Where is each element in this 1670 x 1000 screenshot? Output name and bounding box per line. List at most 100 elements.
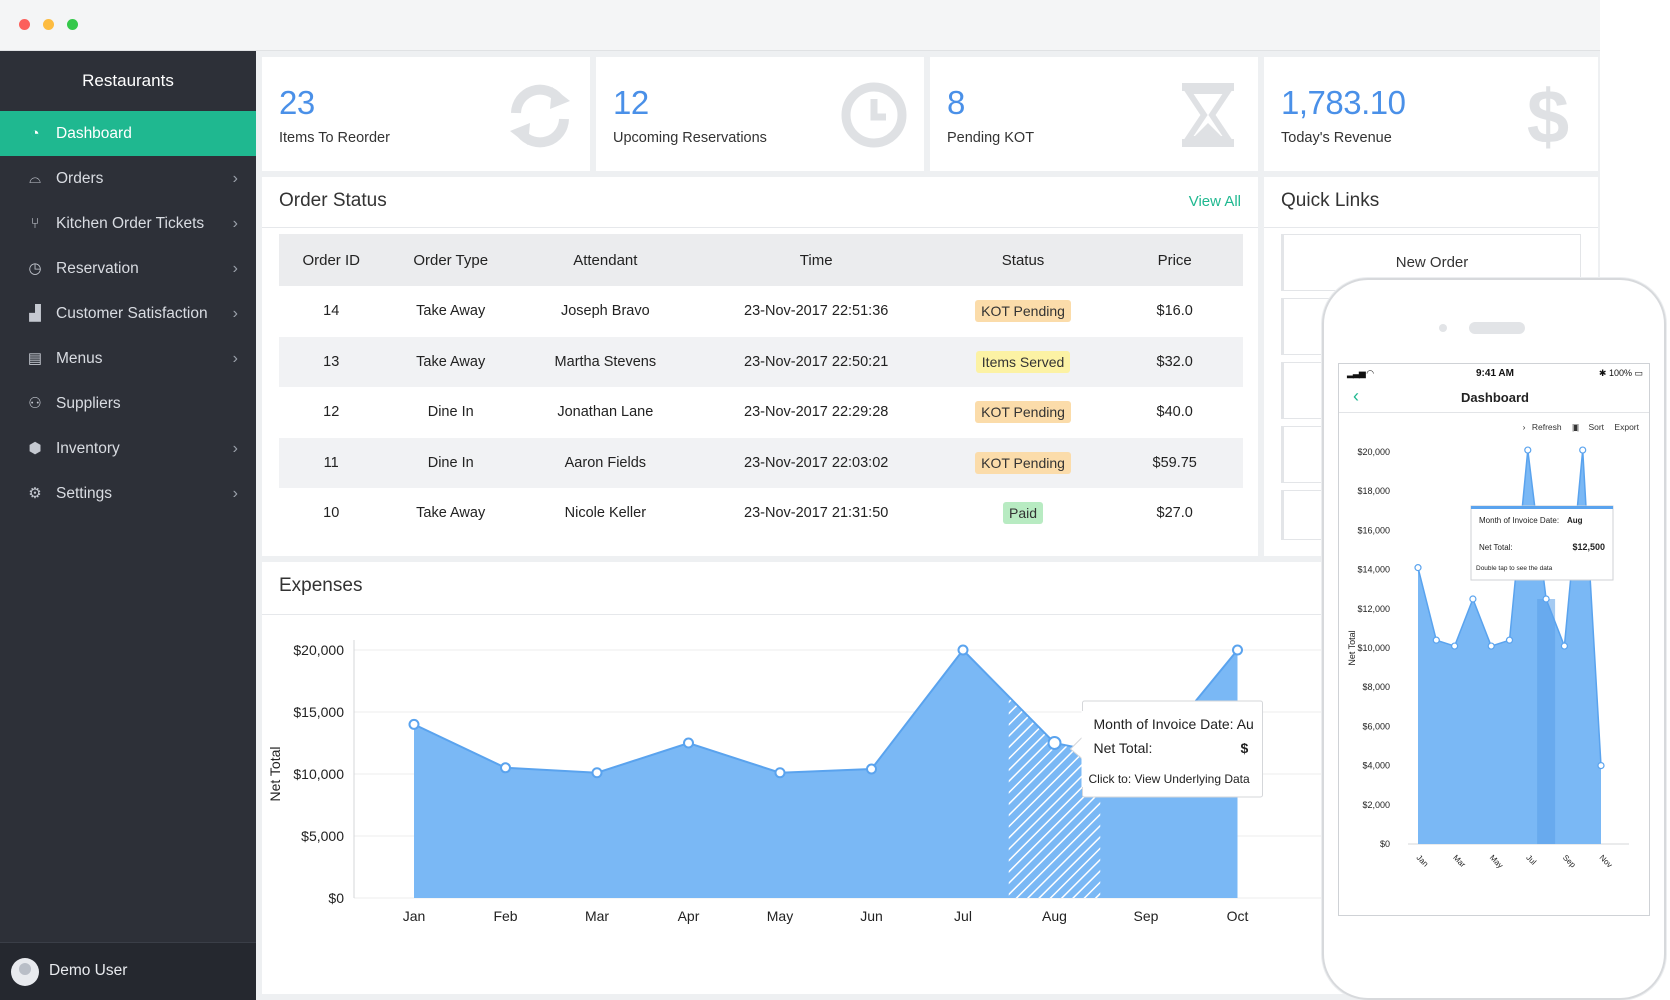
cell-status: Paid [939, 488, 1107, 539]
phone-camera [1439, 324, 1447, 332]
cell-id: 10 [279, 488, 384, 539]
people-icon: ⚇ [28, 395, 42, 412]
refresh-button[interactable]: Refresh [1531, 422, 1562, 432]
cell-time: 23-Nov-2017 22:03:02 [692, 437, 940, 489]
mobile-area-chart[interactable]: $0 $2,000 $4,000 $6,000 $8,000 $10,000 $12,000… [1339, 434, 1650, 916]
refresh-icon [510, 84, 570, 148]
y-tick-label: $4,000 [1362, 761, 1390, 771]
cell-type: Take Away [383, 286, 518, 337]
bar-chart-icon[interactable]: |▮| [1571, 422, 1579, 432]
cell-id: 12 [279, 387, 384, 438]
table-row[interactable]: 12 Dine In Jonathan Lane 23-Nov-2017 22:29:… [279, 387, 1243, 438]
column-header[interactable]: Price [1106, 234, 1243, 286]
table-row[interactable]: 11 Dine In Aaron Fields 23-Nov-2017 22:03:0… [279, 437, 1243, 489]
sidebar-item-customer-satisfaction[interactable]: ▟ Customer Satisfaction › [0, 291, 256, 336]
stat-card-pending-kot[interactable]: 8 Pending KOT [930, 57, 1258, 171]
column-header[interactable]: Order ID [279, 234, 384, 286]
cutlery-icon: ⑂ [30, 215, 40, 232]
sidebar-item-kitchen-order-tickets[interactable]: ⑂ Kitchen Order Tickets › [0, 201, 256, 246]
tooltip-joint [1081, 711, 1085, 787]
table-header-row: Order ID Order Type Attendant Time Status Pri… [279, 234, 1243, 286]
highlight-band [1008, 696, 1101, 898]
divider [1264, 227, 1598, 228]
x-tick-label: Nov [1598, 853, 1614, 869]
dollar-icon: $ [1527, 79, 1569, 151]
stat-card-reorder[interactable]: 23 Items To Reorder [262, 57, 590, 171]
y-tick-label: $20,000 [1357, 447, 1390, 457]
column-header[interactable]: Status [939, 234, 1107, 286]
cell-status: Items Served [939, 336, 1107, 388]
export-button[interactable]: Export [1614, 422, 1639, 432]
y-tick-label: $10,000 [293, 766, 344, 782]
sidebar-item-menus[interactable]: ▤ Menus › [0, 336, 256, 381]
cell-status: KOT Pending [939, 286, 1107, 337]
cell-type: Dine In [383, 437, 518, 489]
data-point [866, 763, 877, 775]
stat-card-reservations[interactable]: 12 Upcoming Reservations [596, 57, 924, 171]
x-tick-label: Apr [678, 908, 700, 924]
sort-button[interactable]: Sort [1588, 422, 1605, 432]
sidebar-item-label: Menus [56, 350, 103, 367]
expenses-area-chart[interactable]: $0 $5,000 $10,000 $15,000 $20,000 Net Total Ja… [262, 622, 1598, 994]
cell-price: $40.0 [1106, 387, 1243, 438]
x-tick-label: Sep [1561, 853, 1578, 870]
status-badge: Paid [1003, 502, 1044, 525]
highlight-band [1537, 599, 1556, 844]
data-point [1469, 595, 1477, 603]
data-point [408, 718, 420, 730]
data-point [1432, 636, 1440, 644]
data-point [500, 762, 511, 774]
cell-time: 23-Nov-2017 21:31:50 [692, 488, 940, 539]
ranking-icon: ▟ [29, 305, 41, 322]
area-fill [1418, 450, 1601, 844]
sidebar-item-reservation[interactable]: ◷ Reservation › [0, 246, 256, 291]
cell-id: 14 [279, 286, 384, 337]
table-row[interactable]: 14 Take Away Joseph Bravo 23-Nov-2017 22:51… [279, 286, 1243, 337]
zoom-window-button[interactable] [67, 19, 78, 30]
data-point [683, 737, 694, 749]
back-chevron-icon[interactable]: ‹ [1353, 386, 1359, 406]
cell-time: 23-Nov-2017 22:51:36 [692, 286, 940, 337]
column-header[interactable]: Time [692, 234, 940, 286]
table-row[interactable]: 10 Take Away Nicole Keller 23-Nov-2017 21:3… [279, 488, 1243, 539]
data-point [1414, 564, 1422, 572]
menu-book-icon: ▤ [27, 350, 43, 367]
sidebar-item-inventory[interactable]: ⬢ Inventory › [0, 426, 256, 471]
column-header[interactable]: Attendant [517, 234, 693, 286]
y-tick-label: $2,000 [1362, 800, 1390, 810]
sidebar-item-label: Reservation [56, 260, 139, 277]
status-badge: KOT Pending [975, 401, 1071, 424]
cell-time: 23-Nov-2017 22:50:21 [692, 336, 940, 388]
x-tick-label: May [1488, 853, 1505, 870]
cloche-icon: ⌓ [29, 170, 41, 187]
chevron-right-icon: › [232, 305, 238, 322]
cell-status: KOT Pending [939, 387, 1107, 438]
stat-card-revenue[interactable]: 1,783.10 Today's Revenue $ [1264, 57, 1598, 171]
avatar[interactable] [11, 958, 39, 986]
phone-speaker [1469, 322, 1525, 334]
data-point [1524, 446, 1532, 454]
close-window-button[interactable] [19, 19, 30, 30]
table-body: 14 Take Away Joseph Bravo 23-Nov-2017 22:51… [279, 286, 1243, 539]
tooltip-accent-bar [1471, 506, 1613, 509]
view-all-link[interactable]: View All [1188, 193, 1241, 210]
sidebar-item-suppliers[interactable]: ⚇ Suppliers [0, 381, 256, 426]
sidebar-item-orders[interactable]: ⌓ Orders › [0, 156, 256, 201]
y-tick-label: $18,000 [1357, 486, 1390, 496]
x-tick-label: Jun [860, 908, 883, 924]
x-tick-label: Jul [1524, 853, 1538, 867]
cell-price: $16.0 [1106, 286, 1243, 337]
minimize-window-button[interactable] [43, 19, 54, 30]
sidebar-item-settings[interactable]: ⚙ Settings › [0, 471, 256, 516]
x-tick-label: May [767, 908, 793, 924]
y-tick-label: $6,000 [1362, 721, 1390, 731]
dashboard-icon: ◔ [30, 125, 40, 142]
svg-text:$: $ [1527, 79, 1569, 151]
tooltip-hint: Double tap to see the data [1476, 565, 1553, 572]
x-tick-label: Oct [1227, 908, 1249, 924]
table-row[interactable]: 13 Take Away Martha Stevens 23-Nov-2017 22:… [279, 336, 1243, 388]
sidebar-item-dashboard[interactable]: ◔ Dashboard [0, 111, 256, 156]
user-bar[interactable]: Demo User [0, 942, 256, 1000]
cell-attendant: Martha Stevens [517, 336, 693, 388]
column-header[interactable]: Order Type [383, 234, 518, 286]
